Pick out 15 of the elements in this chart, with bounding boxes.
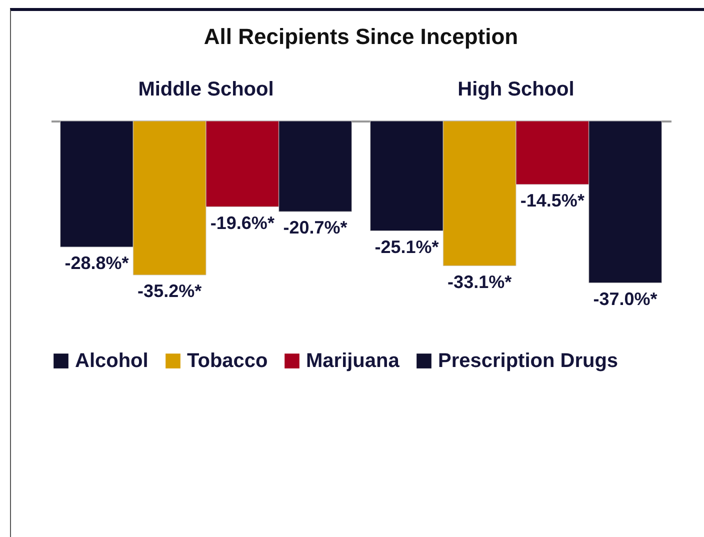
x-tick-label: Middle School (138, 78, 274, 100)
legend-label: Alcohol (75, 350, 148, 372)
data-label: -14.5%* (520, 190, 584, 210)
data-label: -28.8%* (64, 253, 129, 273)
legend-label: Prescription Drugs (438, 350, 618, 372)
data-label: -19.6%* (210, 212, 274, 233)
legend-label: Marijuana (306, 350, 400, 372)
data-label: -33.1%* (448, 272, 512, 292)
data-label: -25.1%* (374, 236, 439, 257)
data-label: -35.2%* (138, 281, 202, 301)
legend-label: Tobacco (187, 350, 268, 372)
chart-title: All Recipients Since Inception (204, 24, 518, 49)
data-label: -20.7%* (283, 218, 348, 238)
data-label: -37.0%* (593, 288, 658, 309)
x-tick-label: High School (458, 78, 574, 100)
